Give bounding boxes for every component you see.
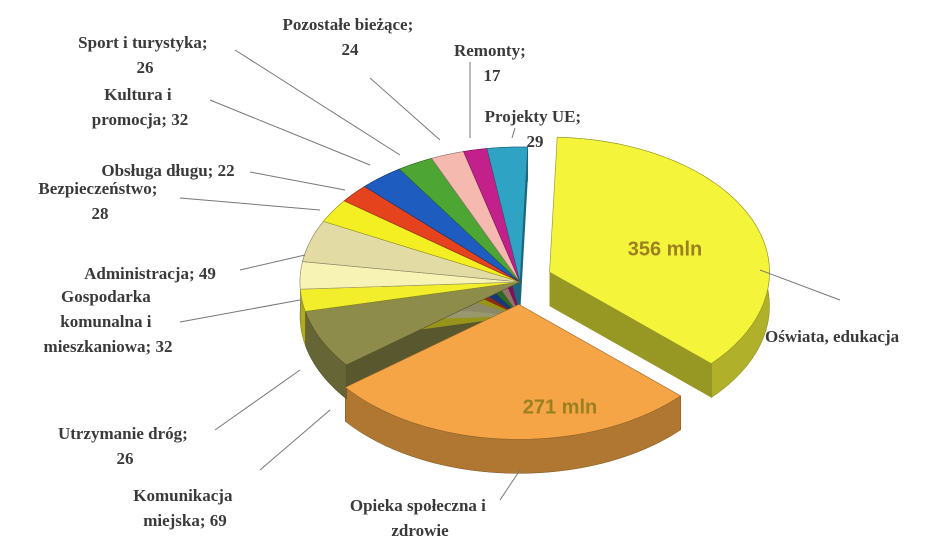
leader-line (179, 299, 301, 323)
slice-label: Administracja; 49 (84, 264, 216, 283)
leader-line (249, 171, 346, 191)
value-label: 271 mln (523, 396, 597, 418)
pie-tops (299, 136, 770, 440)
slice (343, 186, 521, 283)
leader-line (499, 469, 521, 501)
slice-label: Sport i turystyka; 26 (78, 33, 212, 77)
slice-label: Remonty; 17 (454, 41, 530, 85)
slice (486, 146, 528, 283)
slice (299, 261, 521, 290)
slice-label: Komunikacja miejska; 69 (133, 486, 236, 530)
labels: Oświata, edukacja Opieka społeczna i zdro… (38, 15, 899, 537)
slice-label: Gospodarka komunalna i mieszkaniowa; 32 (44, 287, 173, 356)
leader-line (369, 77, 441, 141)
slice (304, 281, 521, 366)
slice-label: Pozostałe bieżące; 24 (283, 15, 418, 59)
slice-label: Projekty UE; 29 (485, 107, 586, 151)
slice-side (549, 272, 712, 398)
slice (363, 168, 521, 283)
slice-label: Kultura i promocja; 32 (92, 85, 188, 129)
leader-line (209, 99, 371, 166)
slice-label: Utrzymanie dróg; 26 (58, 424, 192, 468)
slice (344, 304, 682, 440)
slice-label: Oświata, edukacja (765, 327, 900, 346)
slice (398, 158, 521, 283)
leader-line (234, 49, 401, 156)
leader-line (759, 269, 841, 301)
leader-line (214, 369, 301, 431)
slice-label: Obsługa długu; 22 (101, 161, 234, 180)
slice (549, 136, 770, 364)
slice (322, 200, 521, 283)
slice (431, 151, 521, 283)
slice (299, 281, 521, 312)
value-label: 356 mln (628, 238, 702, 260)
leader-line (259, 409, 331, 471)
leader-line (179, 197, 321, 211)
slice (463, 148, 521, 283)
slice-label: Opieka społeczna i zdrowie (350, 496, 490, 537)
leader-line (511, 127, 516, 139)
leader-line (239, 254, 306, 271)
slice-side (520, 147, 528, 316)
slice-label: Bezpieczeństwo; 28 (38, 179, 161, 223)
